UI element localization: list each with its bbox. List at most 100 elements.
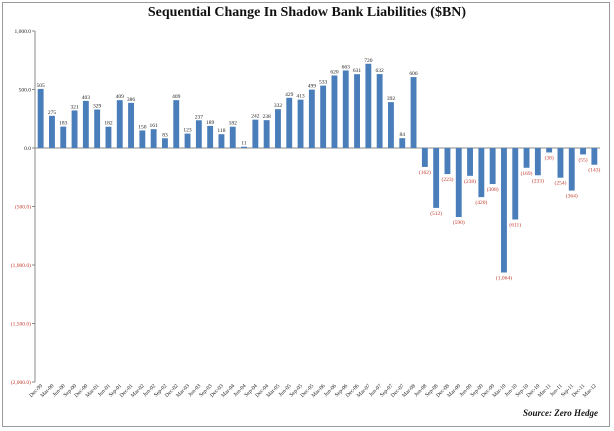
data-label: 533 <box>319 80 328 86</box>
data-label: 275 <box>48 110 57 116</box>
bar <box>433 148 440 208</box>
bar <box>82 100 89 148</box>
data-label: (38) <box>545 154 554 161</box>
bar <box>229 126 236 148</box>
data-label: 118 <box>217 128 225 134</box>
data-label: 505 <box>37 83 46 89</box>
data-label: 84 <box>400 132 406 138</box>
bar <box>297 99 304 148</box>
bar <box>591 148 598 165</box>
data-label: (611) <box>509 221 521 228</box>
data-label: 189 <box>206 120 215 126</box>
bar <box>184 133 191 148</box>
data-label: 321 <box>70 104 79 110</box>
bar <box>478 148 485 198</box>
bar <box>252 119 259 148</box>
data-label: (143) <box>588 167 600 174</box>
data-label: 161 <box>150 123 159 129</box>
bar <box>139 130 146 148</box>
bar <box>286 97 293 148</box>
y-tick-label: (500.0) <box>15 204 31 211</box>
bar <box>365 63 372 149</box>
bar <box>275 109 281 148</box>
bar <box>444 148 451 175</box>
data-label: 11 <box>241 141 247 147</box>
bar <box>195 120 202 148</box>
data-label: 392 <box>387 96 396 102</box>
data-label: 182 <box>229 121 238 127</box>
data-label: 720 <box>364 58 373 64</box>
bar <box>162 138 168 148</box>
data-label: 242 <box>251 114 260 120</box>
bar <box>37 88 44 148</box>
data-label: 429 <box>285 92 294 98</box>
data-label: 606 <box>409 71 418 77</box>
data-label: (55) <box>578 156 587 163</box>
bar <box>501 148 507 273</box>
bar <box>546 148 553 153</box>
y-tick-label: 500.0 <box>19 88 32 94</box>
data-label: 150 <box>138 124 147 130</box>
bar <box>376 74 383 148</box>
data-label: 386 <box>127 97 136 103</box>
bar <box>207 125 214 148</box>
bar <box>218 134 225 148</box>
bar <box>342 70 349 148</box>
data-label: (512) <box>430 210 442 217</box>
y-tick-label: 1,000.0 <box>15 29 32 35</box>
bar <box>60 126 67 148</box>
data-label: (233) <box>532 177 544 184</box>
chart-frame <box>2 2 610 427</box>
bar <box>467 148 473 176</box>
bar <box>331 75 338 148</box>
bar <box>410 77 417 148</box>
data-label: (1,064) <box>496 274 512 281</box>
data-label: (420) <box>475 199 487 206</box>
bar <box>557 148 564 178</box>
bar <box>568 148 575 191</box>
bar <box>388 102 394 148</box>
bar <box>489 148 496 185</box>
data-label: 631 <box>353 68 362 74</box>
data-label: 123 <box>183 128 192 134</box>
data-label: 632 <box>376 68 385 74</box>
y-tick-label: (1,000.0) <box>11 262 31 269</box>
source-note: Source: Zero Hedge <box>523 408 598 418</box>
bar <box>534 148 541 176</box>
y-tick-label: 0.0 <box>24 146 31 152</box>
data-label: 409 <box>116 94 125 100</box>
bar <box>173 100 180 148</box>
data-label: (308) <box>487 186 499 193</box>
data-label: (590) <box>453 219 465 226</box>
x-tick-label: Mar-11 <box>537 383 553 399</box>
bar <box>263 120 270 148</box>
bar <box>421 148 428 167</box>
data-label: 237 <box>195 114 204 120</box>
chart-title: Sequential Change In Shadow Bank Liabili… <box>147 5 467 20</box>
y-tick-label: (2,000.0) <box>11 379 31 386</box>
bar <box>94 109 101 148</box>
bar <box>354 74 360 148</box>
bar <box>399 138 406 148</box>
data-label: (223) <box>441 176 453 183</box>
data-label: 663 <box>342 64 351 70</box>
bar <box>455 148 462 218</box>
data-label: 620 <box>330 69 339 75</box>
data-label: 183 <box>59 121 68 127</box>
bar <box>308 89 315 148</box>
data-label: 182 <box>104 121 113 127</box>
data-label: 403 <box>82 95 91 101</box>
data-label: 332 <box>274 103 283 109</box>
data-label: (169) <box>521 170 533 177</box>
bar <box>320 85 327 148</box>
bar <box>105 126 112 148</box>
data-label: 329 <box>93 104 102 110</box>
data-label: 413 <box>296 94 305 100</box>
bar <box>523 148 530 168</box>
bar <box>49 115 55 148</box>
data-label: 409 <box>172 94 181 100</box>
bar <box>116 100 123 148</box>
data-label: (254) <box>554 180 566 187</box>
data-label: (162) <box>419 169 431 176</box>
